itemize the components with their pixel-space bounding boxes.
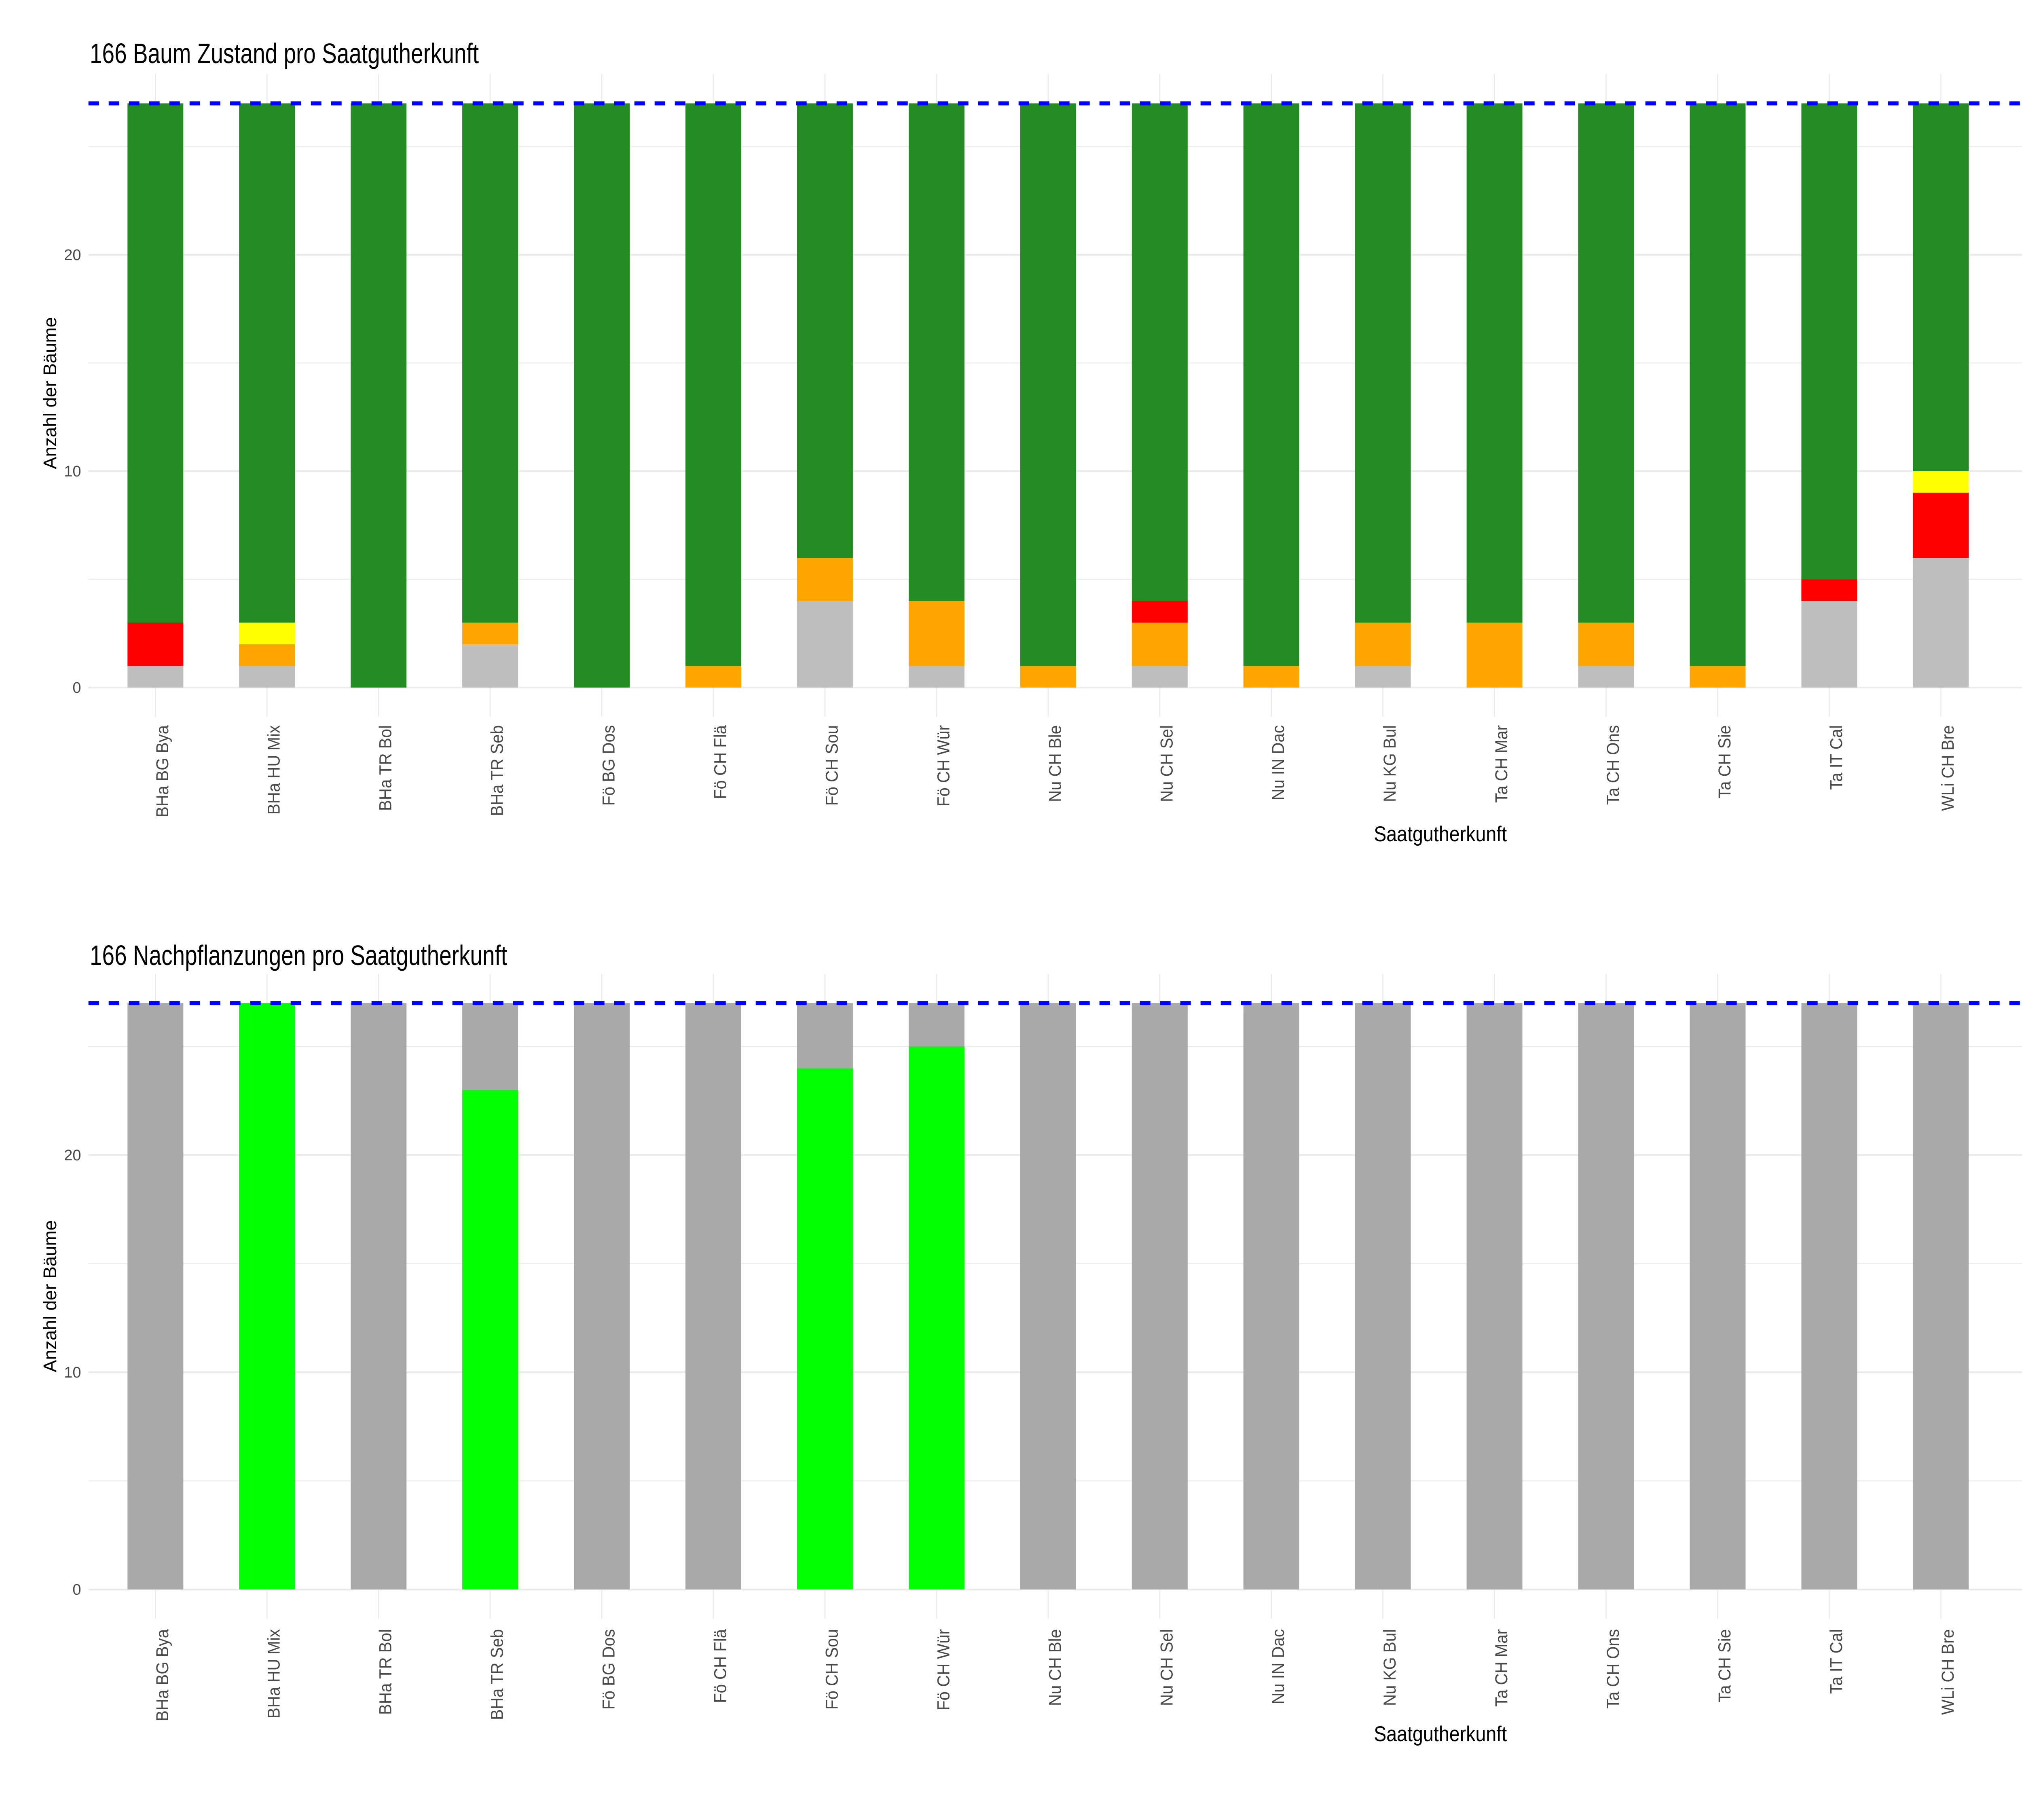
svg-text:Saatgutherkunft: Saatgutherkunft [1374,822,1507,846]
svg-text:Nu KG Bul: Nu KG Bul [1380,725,1400,802]
svg-text:Ta CH Mar: Ta CH Mar [1492,1629,1511,1707]
svg-text:Nu KG Bul: Nu KG Bul [1380,1629,1400,1706]
svg-text:BHa BG Bya: BHa BG Bya [153,725,172,817]
svg-text:BHa HU Mix: BHa HU Mix [264,725,284,815]
svg-text:Ta IT Cal: Ta IT Cal [1827,725,1846,790]
svg-text:BHa HU Mix: BHa HU Mix [264,1629,284,1718]
svg-text:Fö CH Flä: Fö CH Flä [711,1629,730,1703]
svg-text:Ta CH Sie: Ta CH Sie [1715,1629,1734,1702]
svg-text:Nu CH Sel: Nu CH Sel [1157,725,1176,802]
svg-text:BHa BG Bya: BHa BG Bya [153,1629,172,1721]
svg-text:Fö BG Dos: Fö BG Dos [599,725,619,806]
svg-text:Fö CH Wür: Fö CH Wür [934,1629,953,1710]
svg-text:10: 10 [64,1364,81,1381]
svg-text:Ta CH Ons: Ta CH Ons [1603,1629,1623,1709]
svg-text:10: 10 [64,463,81,480]
svg-text:Ta CH Sie: Ta CH Sie [1715,725,1734,798]
svg-text:Fö CH Flä: Fö CH Flä [711,725,730,799]
svg-text:Fö CH Sou: Fö CH Sou [822,725,842,806]
svg-text:Ta CH Ons: Ta CH Ons [1603,725,1623,805]
svg-text:Ta IT Cal: Ta IT Cal [1827,1629,1846,1694]
svg-text:Nu CH Sel: Nu CH Sel [1157,1629,1176,1706]
svg-text:Anzahl der Bäume: Anzahl der Bäume [40,317,60,469]
svg-text:Nu IN Dac: Nu IN Dac [1269,725,1288,800]
svg-text:Nu IN Dac: Nu IN Dac [1269,1629,1288,1704]
svg-text:Fö BG Dos: Fö BG Dos [599,1629,619,1710]
svg-text:Anzahl der Bäume: Anzahl der Bäume [40,1220,60,1372]
svg-text:Saatgutherkunft: Saatgutherkunft [1374,1722,1507,1746]
svg-text:0: 0 [72,1581,81,1598]
svg-text:166 Nachpflanzungen pro Saatgu: 166 Nachpflanzungen pro Saatgutherkunft [90,940,507,971]
svg-text:Ta CH Mar: Ta CH Mar [1492,725,1511,803]
svg-text:Nu CH Ble: Nu CH Ble [1045,1629,1065,1706]
svg-text:0: 0 [72,679,81,696]
svg-text:166 Baum Zustand pro Saatguthe: 166 Baum Zustand pro Saatgutherkunft [90,38,479,69]
svg-text:20: 20 [64,247,81,264]
svg-text:BHa TR Seb: BHa TR Seb [488,1629,507,1720]
svg-text:Nu CH Ble: Nu CH Ble [1045,725,1065,802]
svg-text:WLi CH Bre: WLi CH Bre [1938,1629,1958,1715]
svg-text:BHa TR Bol: BHa TR Bol [376,1629,396,1715]
svg-text:WLi CH Bre: WLi CH Bre [1938,725,1958,811]
svg-text:Fö CH Sou: Fö CH Sou [822,1629,842,1710]
svg-text:Fö CH Wür: Fö CH Wür [934,725,953,806]
svg-text:20: 20 [64,1147,81,1164]
svg-text:BHa TR Bol: BHa TR Bol [376,725,396,811]
svg-text:BHa TR Seb: BHa TR Seb [488,725,507,816]
